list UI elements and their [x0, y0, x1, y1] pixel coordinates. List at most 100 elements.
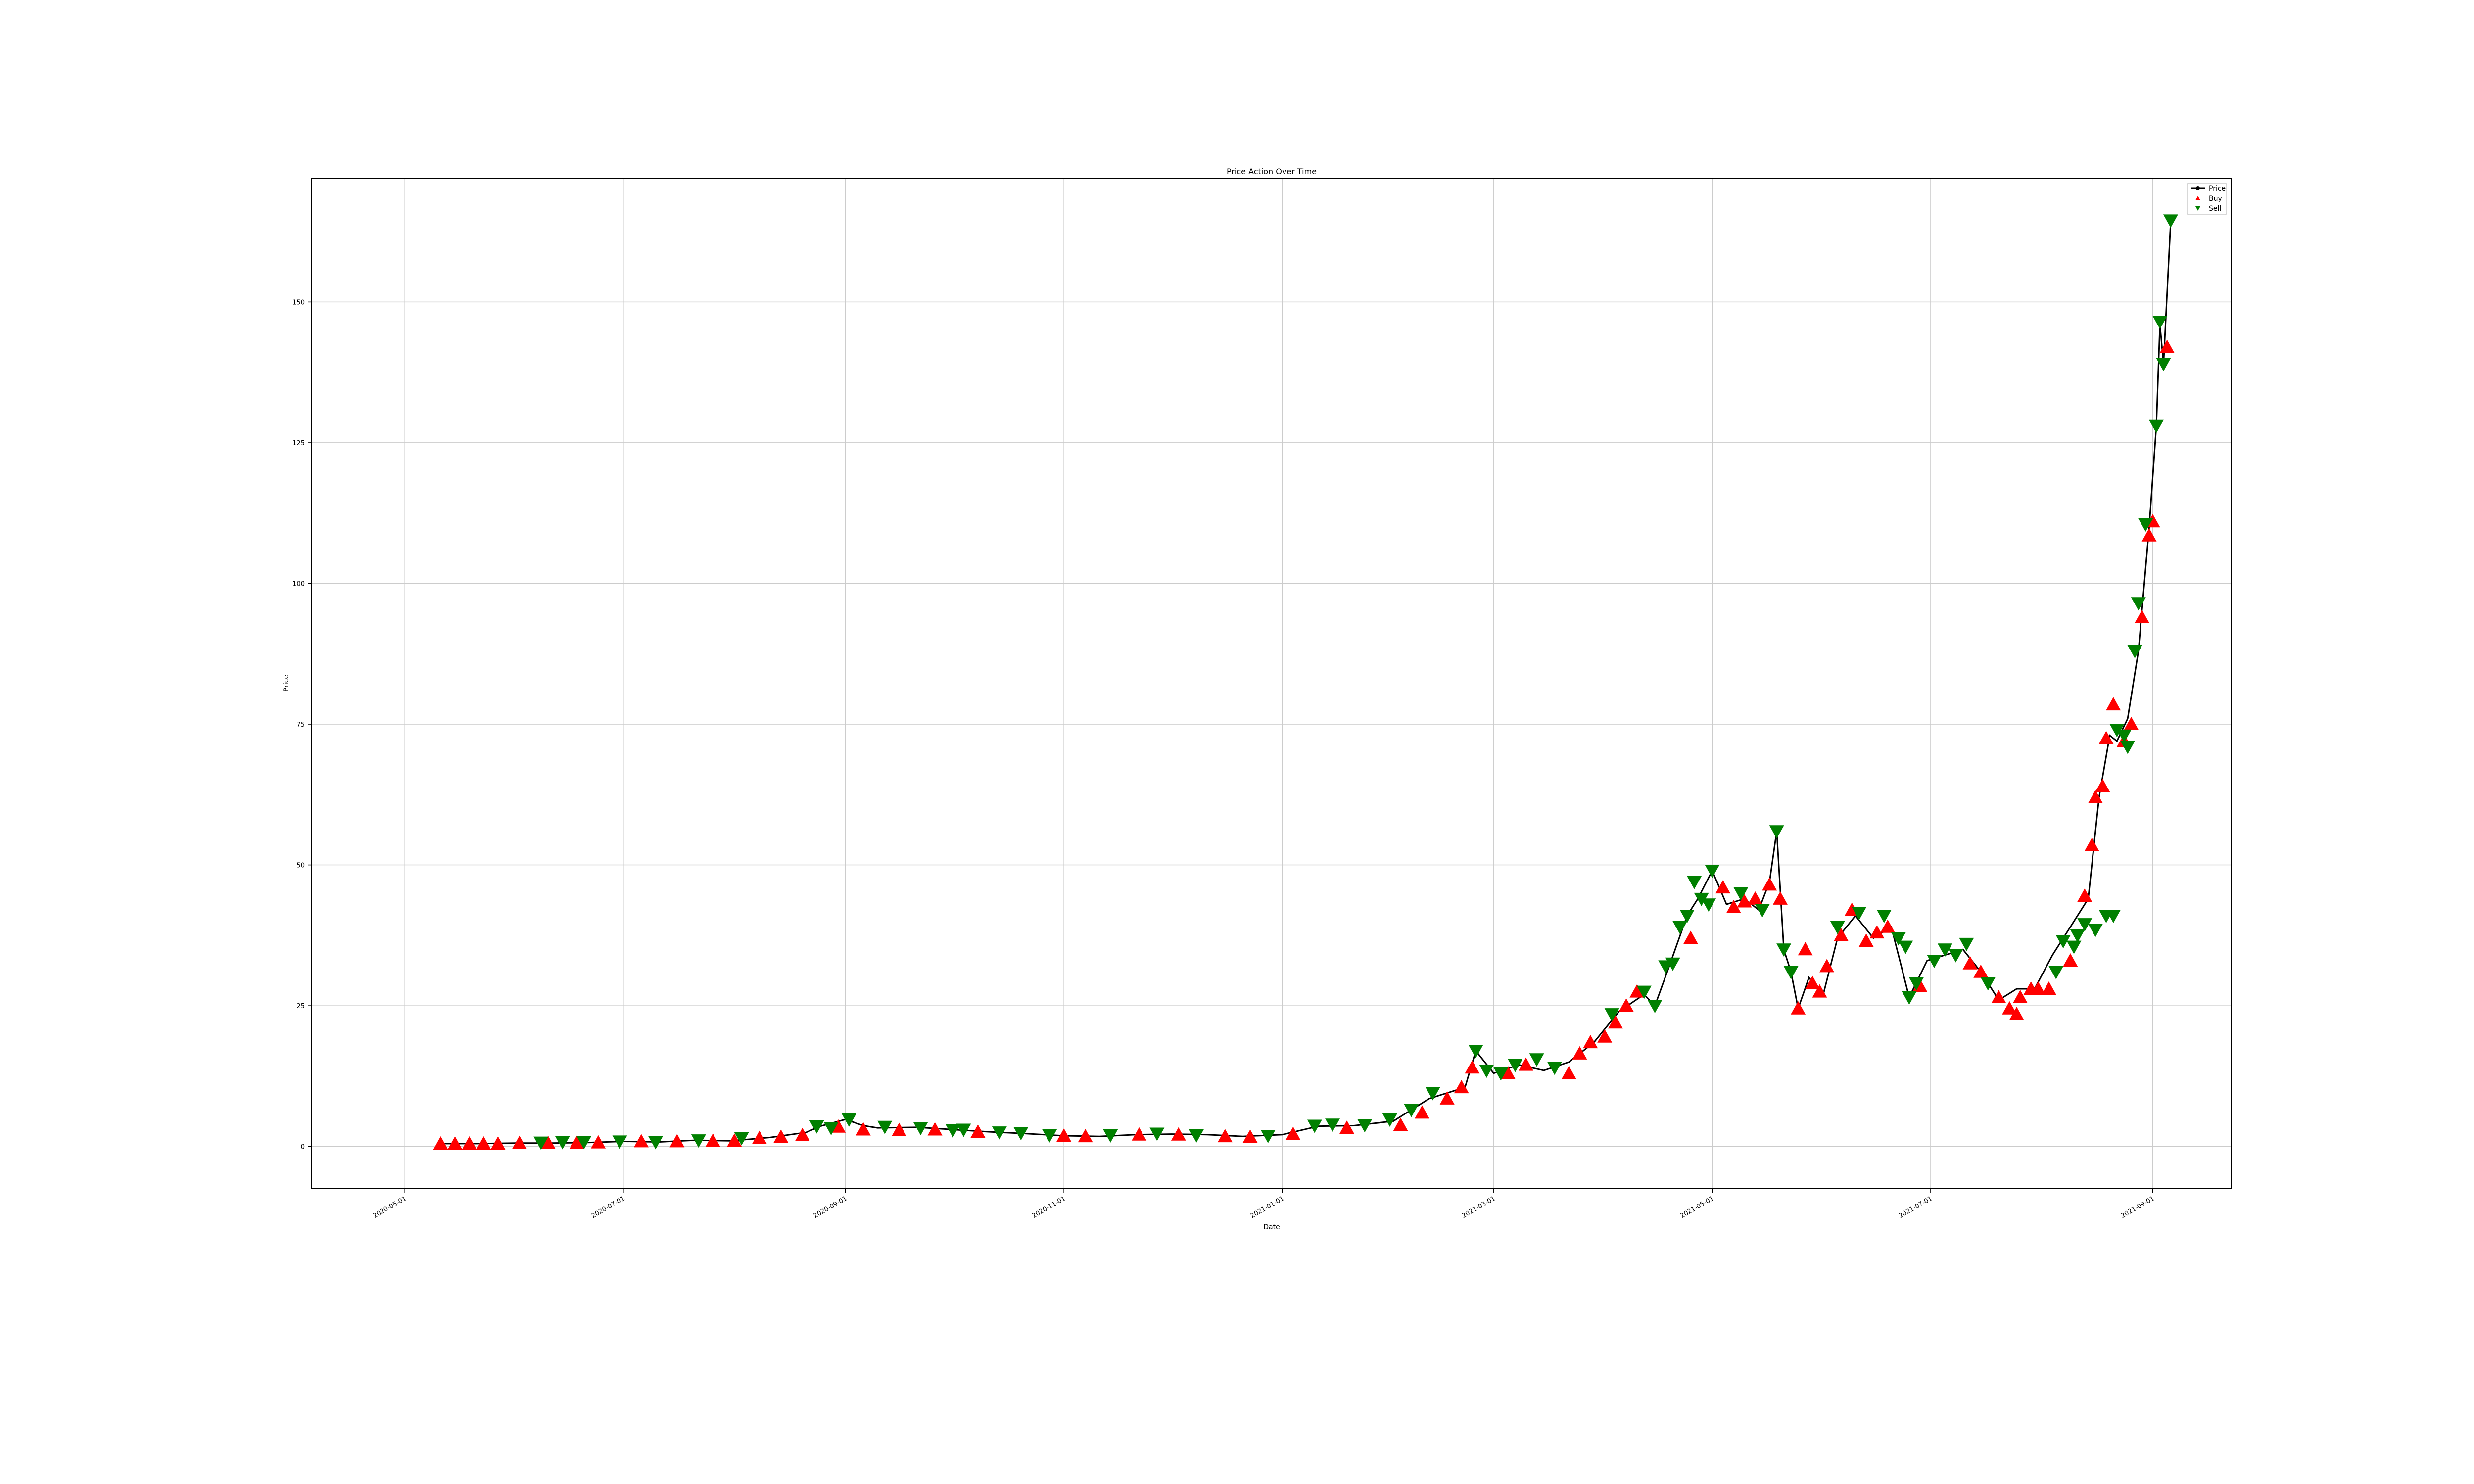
sell-marker — [2077, 918, 2093, 932]
buy-marker — [447, 1136, 463, 1150]
buy-marker — [1858, 933, 1874, 947]
buy-marker — [752, 1130, 767, 1144]
buy-marker — [1608, 1015, 1623, 1029]
buy-marker — [1439, 1091, 1455, 1105]
buy-marker — [462, 1136, 477, 1150]
sell-marker — [1307, 1119, 1322, 1133]
sell-marker — [2163, 214, 2178, 228]
sell-marker — [2120, 741, 2136, 754]
buy-marker — [1078, 1129, 1093, 1143]
buy-marker — [773, 1129, 789, 1143]
buy-marker — [569, 1135, 584, 1149]
sell-marker — [1959, 937, 1974, 951]
y-tick-label: 0 — [301, 1144, 305, 1151]
sell-marker — [1604, 1008, 1619, 1022]
buy-marker — [490, 1136, 506, 1150]
y-tick-label: 150 — [292, 299, 305, 306]
legend-price-dot — [2196, 186, 2200, 190]
chart-title: Price Action Over Time — [1227, 167, 1317, 176]
sell-marker — [1898, 940, 1913, 954]
legend-sell-marker — [2195, 206, 2200, 211]
sell-marker — [1687, 876, 1702, 889]
buy-marker — [2002, 1001, 2017, 1015]
buy-marker — [2077, 888, 2093, 902]
sell-marker — [2070, 929, 2085, 943]
buy-marker — [1762, 877, 1777, 891]
sell-marker — [1260, 1130, 1276, 1144]
buy-marker — [970, 1124, 986, 1138]
buy-marker — [1056, 1128, 1072, 1142]
buy-marker — [512, 1135, 527, 1149]
buy-marker — [1748, 891, 1763, 905]
legend-buy-label: Buy — [2209, 195, 2222, 203]
y-tick-label: 50 — [296, 862, 305, 870]
sell-marker — [1468, 1045, 1483, 1059]
sell-marker — [1636, 985, 1652, 999]
buy-marker — [1833, 928, 1849, 941]
sell-marker — [1404, 1104, 1419, 1117]
buy-marker — [669, 1134, 685, 1148]
sell-marker — [1830, 921, 1845, 934]
sell-marker — [555, 1136, 570, 1150]
x-axis-label: Date — [1263, 1223, 1280, 1231]
buy-marker — [1285, 1126, 1301, 1140]
buy-marker — [2084, 837, 2099, 851]
buy-marker — [1171, 1127, 1186, 1141]
y-axis-label: Price — [283, 675, 290, 692]
buy-marker — [2124, 717, 2139, 731]
buy-marker — [927, 1122, 943, 1136]
sell-marker — [1776, 943, 1792, 957]
sell-marker — [2127, 645, 2142, 659]
sell-marker — [1694, 892, 1709, 906]
buy-marker — [1819, 959, 1835, 973]
buy-marker — [1339, 1120, 1355, 1134]
buy-marker — [1962, 956, 1978, 970]
legend: Price Buy Sell — [2187, 183, 2227, 215]
buy-marker — [1880, 919, 1896, 933]
sell-marker — [1927, 955, 1942, 969]
buy-marker — [2106, 697, 2121, 711]
sell-marker — [1701, 898, 1716, 912]
sell-marker — [691, 1134, 706, 1148]
sell-marker — [612, 1135, 627, 1149]
y-tick-label: 125 — [292, 440, 305, 447]
buy-marker — [1812, 984, 1827, 998]
sell-marker — [1705, 864, 1720, 878]
sell-marker — [1937, 943, 1952, 957]
sell-marker — [1672, 921, 1688, 934]
buy-marker — [540, 1135, 556, 1149]
buy-marker — [1798, 942, 1813, 956]
y-tick-label: 75 — [296, 721, 305, 729]
sell-marker — [1103, 1129, 1118, 1143]
buy-marker — [1242, 1129, 1258, 1143]
buy-marker — [1973, 964, 1989, 978]
buy-marker — [2159, 339, 2175, 353]
buy-marker — [476, 1136, 491, 1150]
sell-marker — [945, 1124, 960, 1138]
sell-marker — [2055, 935, 2071, 949]
buy-marker — [1629, 984, 1645, 998]
sell-marker — [2109, 724, 2125, 738]
sell-marker — [992, 1126, 1007, 1140]
sell-marker — [1891, 932, 1906, 946]
buy-marker — [2088, 789, 2103, 803]
sell-marker — [533, 1136, 549, 1150]
sell-marker — [1902, 991, 1917, 1005]
buy-marker — [1791, 1001, 1806, 1015]
y-axis-ticks: 0 25 50 75 100 125 150 — [292, 299, 312, 1151]
sell-marker — [2148, 419, 2164, 433]
sell-marker — [2106, 909, 2121, 923]
sell-marker — [1357, 1119, 1373, 1133]
sell-marker — [2152, 316, 2168, 329]
sell-marker — [2116, 729, 2132, 743]
buy-marker — [2141, 528, 2157, 542]
sell-marker — [734, 1132, 749, 1146]
buy-marker — [856, 1122, 871, 1136]
sell-marker — [1783, 966, 1799, 979]
buy-marker — [727, 1133, 742, 1147]
buy-marker — [1465, 1060, 1480, 1074]
plot-frame — [311, 178, 2232, 1189]
buy-marker — [1583, 1035, 1598, 1049]
